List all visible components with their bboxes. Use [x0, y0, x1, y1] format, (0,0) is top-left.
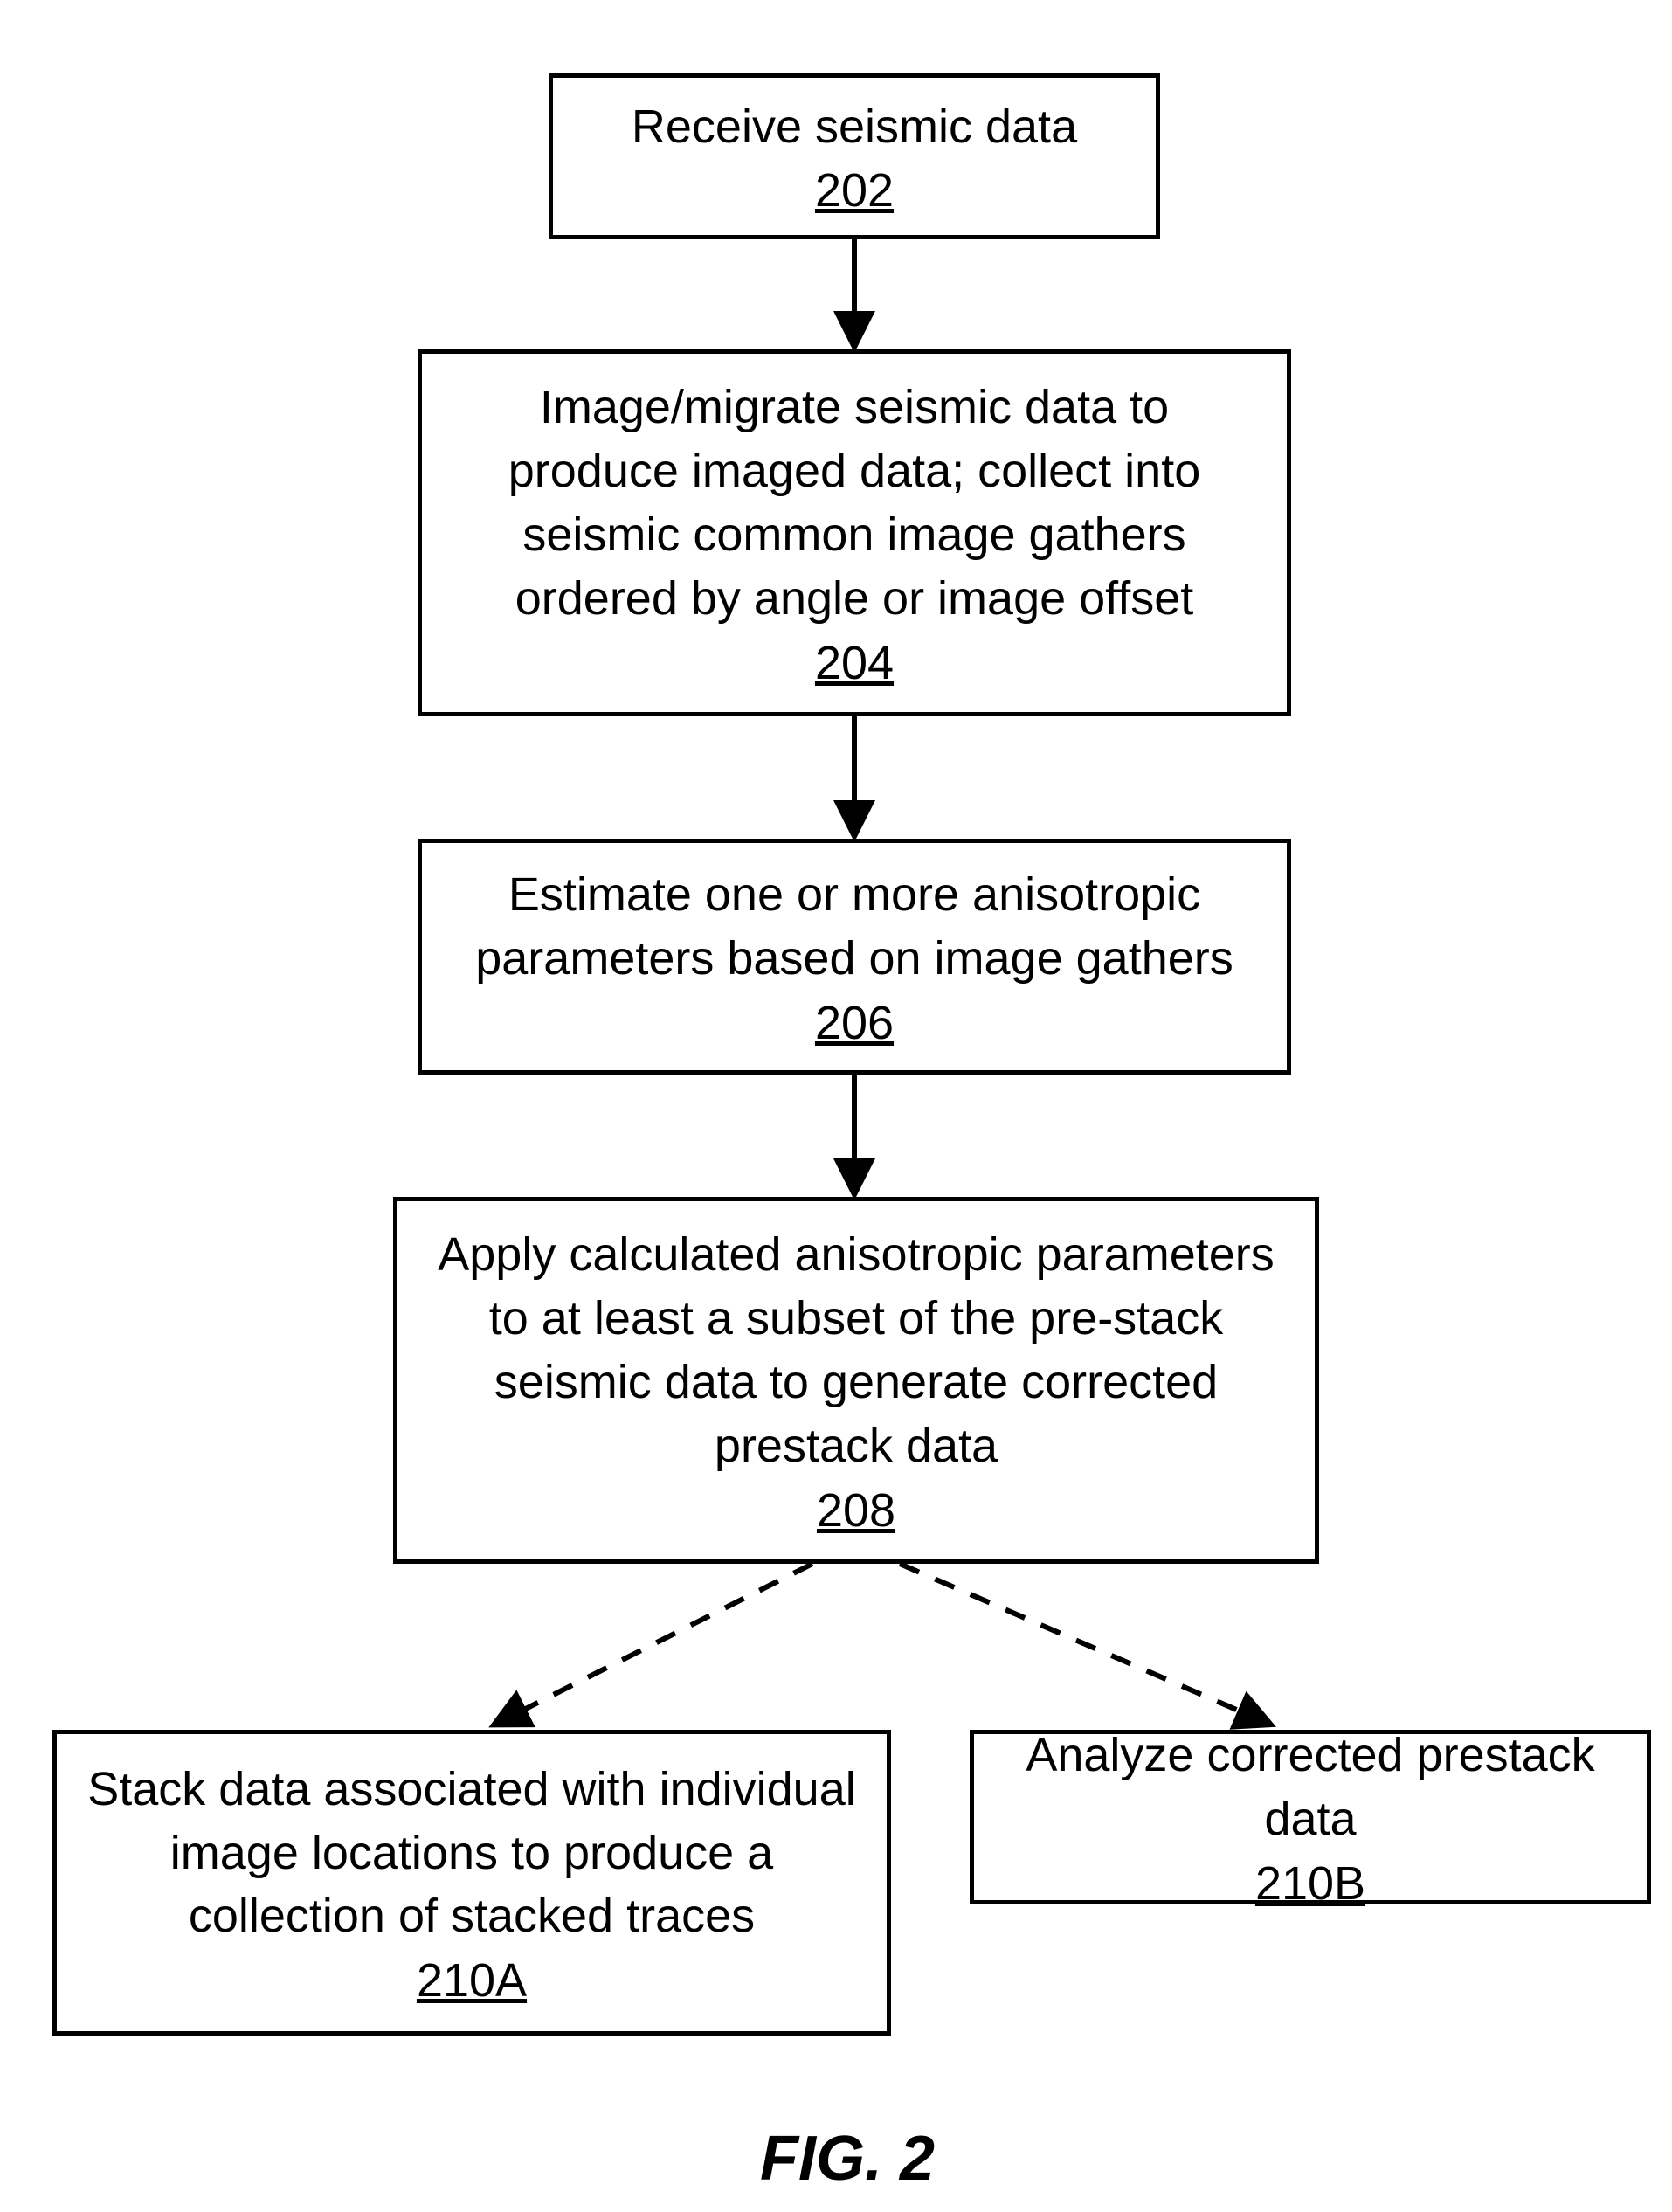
edge-208-210A	[498, 1564, 812, 1723]
flow-edges	[0, 0, 1672, 2212]
figure-caption: FIG. 2	[760, 2123, 935, 2195]
edge-208-210B	[900, 1564, 1267, 1723]
